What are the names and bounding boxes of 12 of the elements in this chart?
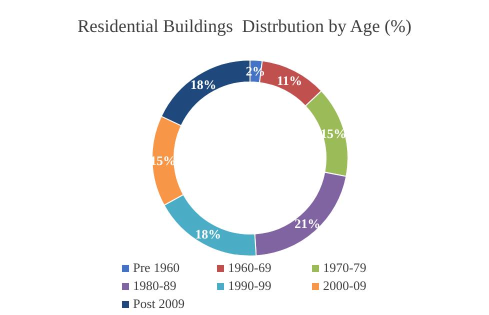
legend-label: 2000-09 [323,278,366,294]
legend-label: 1960-69 [228,260,272,276]
legend-label: 1970-79 [323,260,366,276]
legend-label: 1980-89 [133,278,176,294]
chart-title: Residential Buildings Distrbution by Age (%) [76,16,412,37]
legend-label: Pre 1960 [133,260,180,276]
legend-label: 1990-99 [228,278,272,294]
legend-label: Post 2009 [133,296,185,312]
data-label: 21% [294,216,321,231]
data-label: 18% [195,226,222,242]
data-label: 18% [190,77,216,92]
data-label: 11% [276,72,302,88]
